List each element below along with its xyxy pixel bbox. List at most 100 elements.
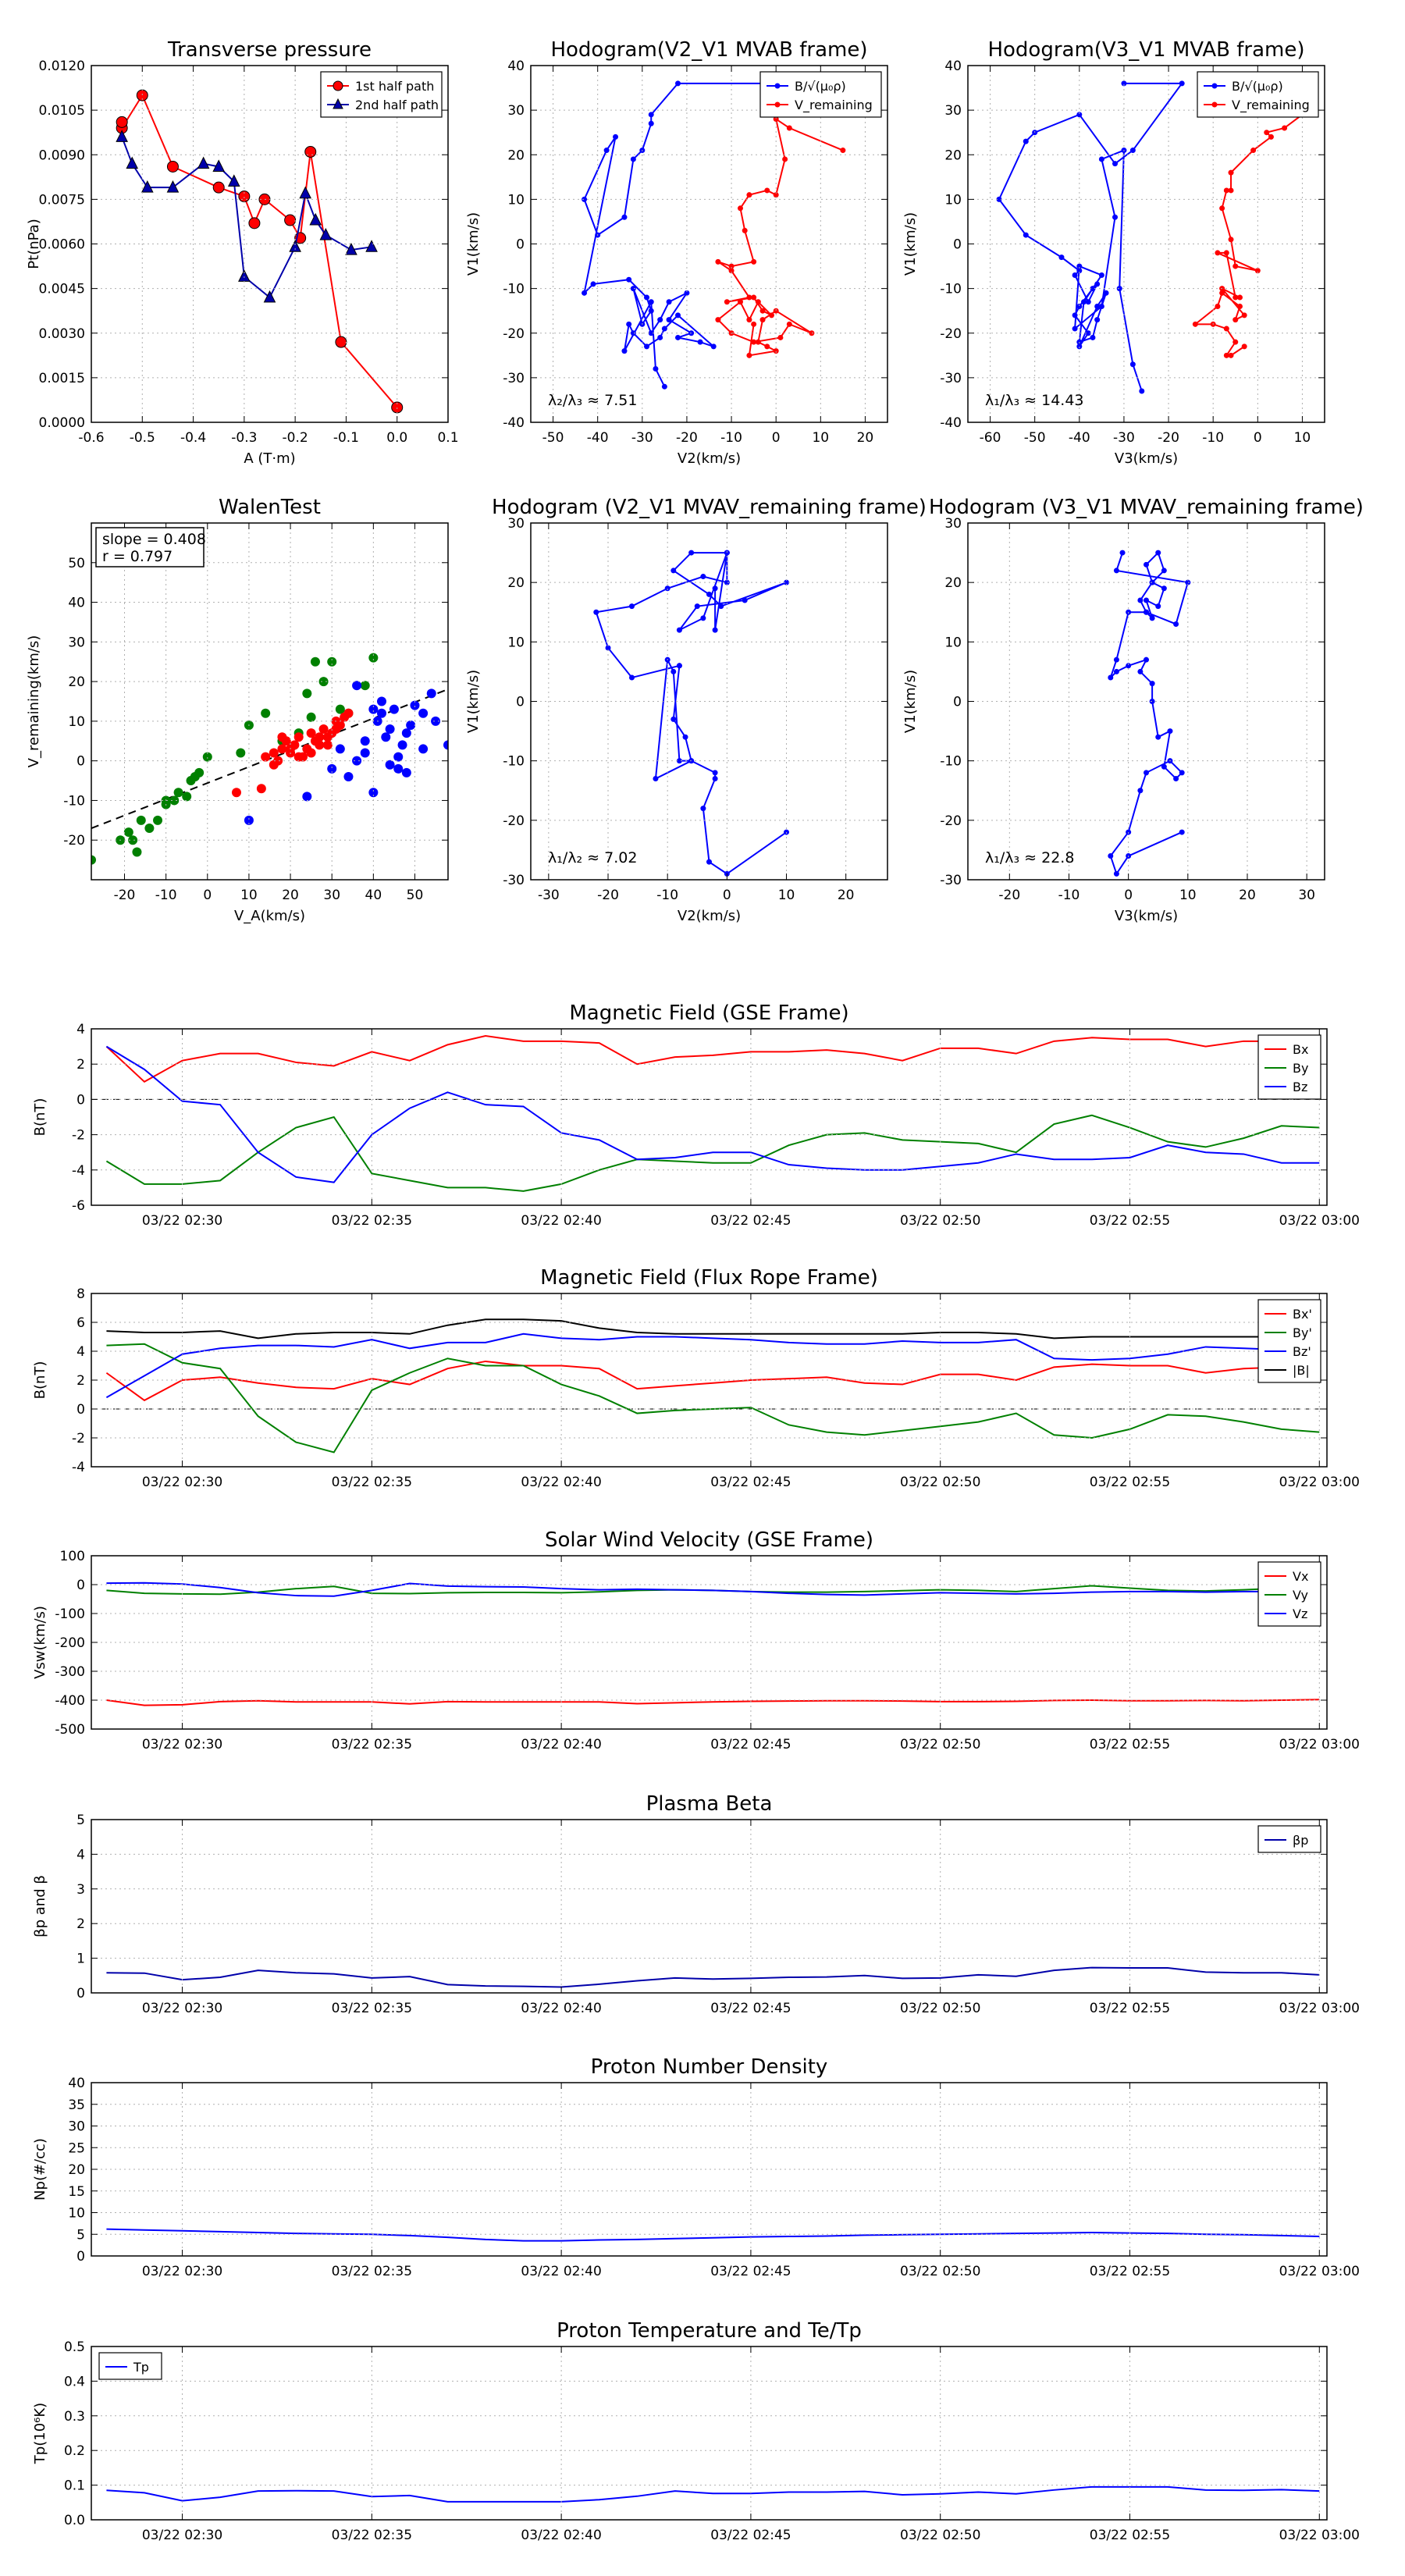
y-axis-label: B(nT) <box>32 1361 48 1400</box>
scatter-point <box>315 740 325 750</box>
y-tick-label: 20 <box>68 2162 85 2178</box>
data-marker <box>1090 286 1096 292</box>
x-tick-label: 03/22 02:40 <box>521 1475 601 1490</box>
y-tick-label: 8 <box>76 1286 85 1302</box>
series-h1-1 <box>715 116 846 358</box>
x-tick-label: 50 <box>407 888 424 903</box>
legend-label: 1st half path <box>355 79 434 94</box>
scatter-point <box>443 740 448 750</box>
scatter-point <box>169 795 180 806</box>
data-marker <box>737 299 743 305</box>
chart-vsw: 03/22 02:30 03/22 02:35 03/22 02:40 03/22 0… <box>32 1528 1360 1752</box>
series-line <box>106 2485 1320 2503</box>
x-tick-label: -60 <box>980 430 1001 446</box>
chart-title: Magnetic Field (GSE Frame) <box>569 1002 848 1025</box>
x-tick-label: 03/22 02:50 <box>900 1737 980 1752</box>
data-marker <box>299 186 312 199</box>
x-tick-label: 30 <box>323 888 340 903</box>
data-marker <box>1098 303 1104 309</box>
data-marker <box>166 180 180 193</box>
data-marker <box>1113 568 1119 574</box>
x-axis-label: V2(km/s) <box>678 450 741 467</box>
data-marker <box>644 343 650 350</box>
series-bfr-2 <box>105 1332 1320 1399</box>
y-tick-label: 0.0060 <box>39 237 85 253</box>
data-marker <box>345 242 357 255</box>
x-tick-label: -0.4 <box>180 430 206 446</box>
data-marker <box>706 859 712 865</box>
data-marker <box>1076 343 1083 350</box>
scatter-point <box>318 724 329 735</box>
x-tick-label: -0.5 <box>130 430 155 446</box>
legend: B/√(μ₀ρ) V_remaining <box>1197 71 1319 118</box>
y-tick-label: -4 <box>72 1460 85 1475</box>
data-marker <box>644 294 650 301</box>
data-marker <box>1144 656 1149 663</box>
y-tick-label: -20 <box>940 813 962 829</box>
data-marker <box>1116 286 1122 292</box>
scatter-point <box>310 656 320 667</box>
scatter-point <box>236 748 246 758</box>
x-tick-label: -30 <box>538 888 560 903</box>
plot-frame <box>530 65 888 423</box>
x-tick-label: 03/22 02:30 <box>142 1737 222 1752</box>
scatter-point <box>153 815 163 825</box>
data-marker <box>335 336 347 348</box>
x-ticks: -0.6 -0.5 -0.4 -0.3 -0.2 -0.1 0.0 0.1 <box>78 66 459 446</box>
x-tick-label: 0 <box>1124 888 1133 903</box>
series-line <box>105 1360 1320 1402</box>
data-marker <box>1072 312 1078 318</box>
scatter-point <box>393 763 404 774</box>
x-tick-label: 10 <box>778 888 795 903</box>
legend: Vx Vy Vz <box>1257 1561 1321 1627</box>
data-marker <box>784 579 790 585</box>
data-marker <box>666 299 672 305</box>
x-axis-label: V_A(km/s) <box>234 908 305 924</box>
y-tick-label: 30 <box>944 103 962 119</box>
x-tick-label: 0 <box>723 888 731 903</box>
chart-title: Hodogram(V2_V1 MVAB frame) <box>550 38 867 62</box>
scatter-point <box>385 760 395 770</box>
plot-area <box>116 89 404 414</box>
y-tick-label: 10 <box>68 714 85 730</box>
series-line <box>106 1966 1320 1988</box>
series-line <box>105 1332 1320 1399</box>
legend-label: Vy <box>1293 1588 1308 1603</box>
legend: βp <box>1257 1825 1321 1853</box>
scatter-point <box>261 752 271 762</box>
data-marker <box>996 196 1002 202</box>
data-marker <box>1137 668 1144 674</box>
chart-h2: -60 -50 -40 -30 -20 -10 0 10 -40 -30 -20 -10 0 10 20 30… <box>902 38 1325 467</box>
data-marker <box>710 343 717 350</box>
legend-frame <box>1257 1825 1321 1853</box>
series-line <box>106 1582 1320 1597</box>
chart-title: Solar Wind Velocity (GSE Frame) <box>545 1528 873 1552</box>
plot-area <box>996 80 1305 394</box>
plot-area <box>106 2228 1320 2242</box>
x-tick-label: 03/22 02:45 <box>710 1475 791 1490</box>
x-tick-label: 10 <box>1179 888 1197 903</box>
data-marker <box>746 192 752 198</box>
legend-label: Vz <box>1293 1606 1307 1621</box>
data-marker <box>755 299 761 305</box>
y-ticks: -30 -20 -10 0 10 20 30 <box>940 516 1325 888</box>
y-tick-label: 5 <box>76 2227 85 2243</box>
data-marker <box>764 343 770 350</box>
data-marker <box>676 758 682 764</box>
plot-area <box>106 1582 1320 1706</box>
scatter-point <box>261 708 271 718</box>
scatter-point <box>360 681 370 691</box>
data-marker <box>1161 585 1167 592</box>
data-marker <box>697 339 703 345</box>
x-tick-label: -0.6 <box>78 430 104 446</box>
legend-label: By <box>1293 1061 1308 1076</box>
legend-label: Bx' <box>1293 1307 1312 1322</box>
y-tick-label: 0.0045 <box>39 282 85 297</box>
y-axis-label: V_remaining(km/s) <box>26 635 42 768</box>
data-marker <box>1228 352 1234 358</box>
x-tick-label: 03/22 02:30 <box>142 2264 222 2279</box>
x-tick-label: -40 <box>587 430 609 446</box>
x-tick-label: 30 <box>1298 888 1315 903</box>
y-tick-label: 0.0000 <box>39 415 85 431</box>
